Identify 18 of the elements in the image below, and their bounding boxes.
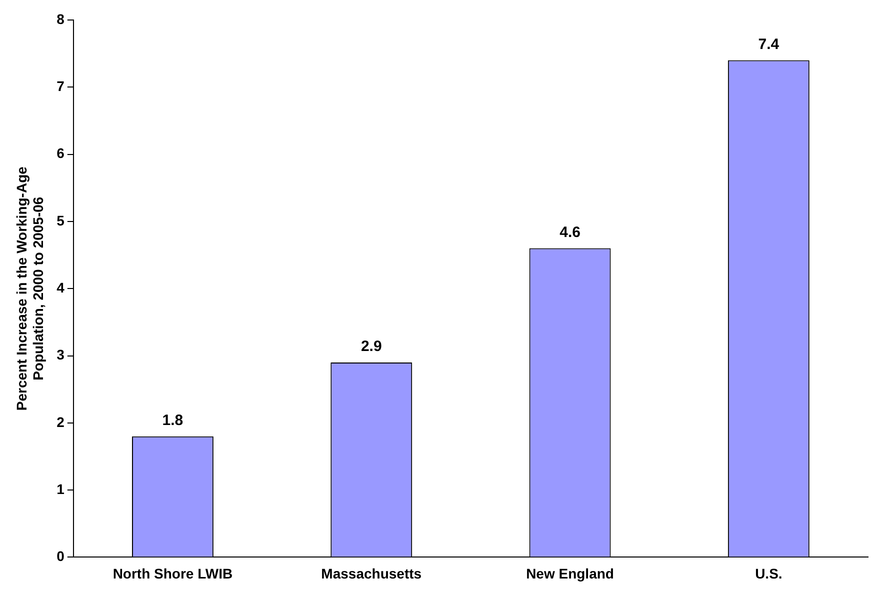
y-tick-label: 2 xyxy=(56,414,65,430)
data-label: 7.4 xyxy=(758,36,780,53)
x-tick-label: U.S. xyxy=(755,565,782,582)
x-tick-label: North Shore LWIB xyxy=(112,565,233,582)
x-tick-label: New England xyxy=(526,565,614,582)
y-tick-label: 3 xyxy=(56,346,65,363)
data-label: 1.8 xyxy=(162,412,184,429)
y-tick-label: 6 xyxy=(56,145,65,162)
y-tick-label: 7 xyxy=(56,78,65,94)
data-label: 2.9 xyxy=(360,338,382,356)
y-tick-label: 0 xyxy=(56,548,65,564)
y-tick-label: 4 xyxy=(56,279,65,296)
data-label: 4.6 xyxy=(560,224,580,241)
y-tick-label: 8 xyxy=(56,10,65,27)
y-tick-label: 1 xyxy=(56,480,65,497)
x-tick-label: Massachusetts xyxy=(321,565,422,582)
y-tick-label: 5 xyxy=(56,212,65,228)
y-axis-title: Percent Increase in the Working-Age Population, 2000 to 2005-06 xyxy=(13,166,46,411)
